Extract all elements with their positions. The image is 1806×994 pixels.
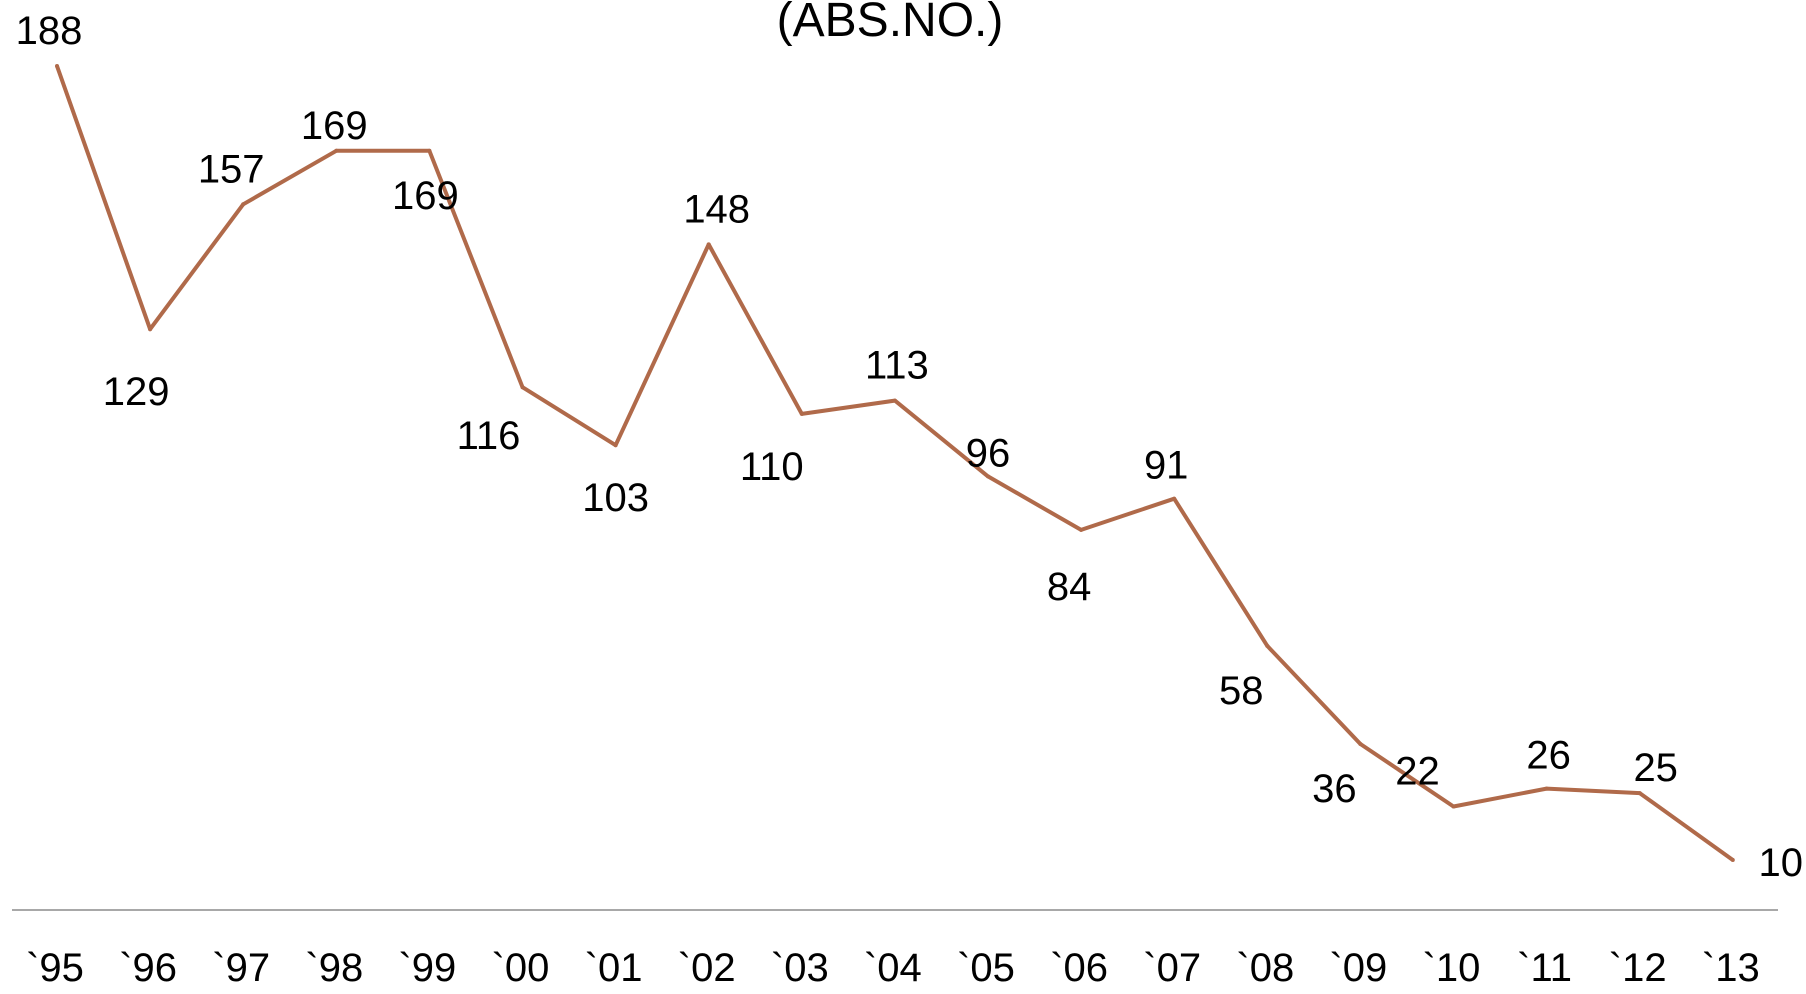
data-label: 148 bbox=[683, 187, 750, 231]
data-label: 110 bbox=[740, 445, 804, 489]
series-line bbox=[57, 66, 1733, 860]
data-point bbox=[1079, 528, 1083, 532]
x-tick-label: `12 bbox=[1609, 946, 1667, 989]
data-point bbox=[1358, 742, 1362, 746]
data-point bbox=[1452, 805, 1456, 809]
data-point bbox=[241, 202, 245, 206]
x-tick-label: `06 bbox=[1050, 946, 1108, 989]
data-point bbox=[334, 149, 338, 153]
x-tick-label: `03 bbox=[771, 946, 829, 989]
data-point bbox=[1172, 497, 1176, 501]
x-tick-labels-group: `95 `96 `97 `98 `99 `00 `01 `02 `03 `04 `05 `06 `07 `… bbox=[26, 946, 1760, 989]
data-labels-group: 188 129 157 169 169 116 103 148 110 113 96 84 91 58 36… bbox=[16, 9, 1803, 885]
x-tick-label: `13 bbox=[1702, 946, 1760, 989]
chart-title: (ABS.NO.) bbox=[777, 0, 1004, 47]
data-label: 25 bbox=[1633, 746, 1678, 790]
x-tick-label: `10 bbox=[1423, 946, 1481, 989]
data-point bbox=[1638, 791, 1642, 795]
data-point bbox=[1731, 858, 1735, 862]
x-tick-label: `01 bbox=[585, 946, 643, 989]
x-tick-label: `00 bbox=[492, 946, 550, 989]
data-point bbox=[800, 412, 804, 416]
x-tick-label: `98 bbox=[305, 946, 363, 989]
data-point bbox=[614, 443, 618, 447]
x-tick-label: `04 bbox=[864, 946, 922, 989]
x-tick-label: `11 bbox=[1517, 946, 1572, 989]
data-label: 91 bbox=[1144, 444, 1189, 488]
data-label: 58 bbox=[1219, 669, 1264, 713]
x-tick-label: `02 bbox=[678, 946, 736, 989]
data-label: 169 bbox=[392, 174, 459, 218]
data-label: 36 bbox=[1312, 767, 1357, 811]
data-label: 84 bbox=[1047, 565, 1092, 609]
x-tick-label: `07 bbox=[1143, 946, 1201, 989]
data-point bbox=[1265, 644, 1269, 648]
data-point bbox=[148, 327, 152, 331]
data-label: 22 bbox=[1395, 750, 1440, 794]
x-tick-label: `99 bbox=[398, 946, 456, 989]
data-label: 116 bbox=[457, 414, 521, 458]
data-label: 113 bbox=[865, 344, 929, 388]
data-point bbox=[521, 385, 525, 389]
data-label: 26 bbox=[1526, 734, 1571, 778]
series-group bbox=[55, 64, 1735, 862]
x-tick-label: `96 bbox=[119, 946, 177, 989]
x-tick-label: `97 bbox=[212, 946, 270, 989]
data-point bbox=[427, 149, 431, 153]
data-label: 96 bbox=[966, 431, 1011, 475]
data-label: 169 bbox=[301, 104, 368, 148]
data-label: 157 bbox=[198, 147, 265, 191]
x-tick-label: `08 bbox=[1236, 946, 1294, 989]
x-tick-label: `95 bbox=[26, 946, 84, 989]
data-label: 129 bbox=[103, 370, 170, 414]
x-tick-label: `09 bbox=[1329, 946, 1387, 989]
data-label: 188 bbox=[16, 9, 83, 53]
x-tick-label: `05 bbox=[957, 946, 1015, 989]
data-point bbox=[893, 399, 897, 403]
data-label: 10 bbox=[1759, 841, 1804, 885]
data-point bbox=[707, 242, 711, 246]
data-label: 103 bbox=[582, 476, 649, 520]
data-point bbox=[55, 64, 59, 68]
data-point bbox=[1545, 787, 1549, 791]
